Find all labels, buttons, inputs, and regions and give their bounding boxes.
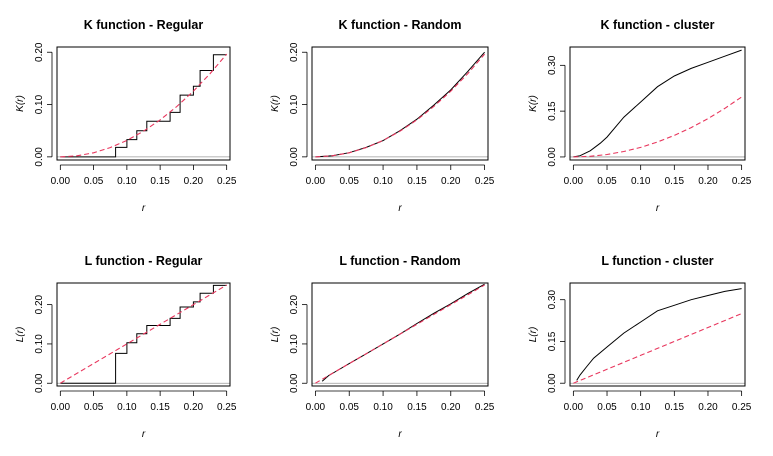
y-axis-label: K(r): [270, 95, 281, 112]
x-tick-label: 0.15: [150, 176, 170, 187]
panel-title: L function - cluster: [601, 254, 713, 268]
x-tick-label: 0.10: [117, 176, 137, 187]
x-tick-label: 0.15: [407, 402, 427, 413]
theoretical-line: [573, 313, 742, 384]
x-tick-label: 0.15: [150, 402, 170, 413]
panel-title: K function - Random: [339, 18, 462, 32]
y-tick-label: 0.00: [547, 147, 558, 167]
y-axis-label: L(r): [528, 327, 539, 343]
y-tick-label: 0.00: [34, 147, 45, 167]
panel-title: K function - Regular: [84, 18, 204, 32]
plot-frame: [569, 46, 746, 161]
x-tick-label: 0.20: [698, 402, 718, 413]
x-tick-label: 0.10: [373, 176, 393, 187]
plot-frame: [56, 46, 231, 161]
panel-3: K function - cluster 0.00 0.05 0.10 0.15 0.20…: [528, 18, 752, 214]
x-tick-label: 0.05: [339, 402, 359, 413]
x-tick-label: 0.10: [631, 176, 651, 187]
x-tick-label: 0.10: [117, 402, 137, 413]
x-tick-label: 0.05: [84, 176, 104, 187]
x-tick-label: 0.10: [373, 402, 393, 413]
y-tick-label: 0.30: [547, 55, 558, 75]
observed-line: [573, 49, 742, 158]
theoretical-line: [315, 284, 485, 384]
y-tick-label: 0.00: [34, 373, 45, 393]
x-tick-label: 0.20: [441, 402, 461, 413]
x-tick-label: 0.25: [475, 176, 495, 187]
x-axis-label: r: [656, 203, 660, 214]
x-tick-label: 0.00: [564, 402, 584, 413]
x-axis-label: r: [142, 429, 146, 440]
x-tick-label: 0.20: [184, 176, 204, 187]
x-tick-label: 0.20: [698, 176, 718, 187]
x-tick-label: 0.25: [475, 402, 495, 413]
x-tick-label: 0.10: [631, 402, 651, 413]
theoretical-line: [60, 53, 228, 158]
y-tick-label: 0.20: [289, 42, 300, 62]
observed-step-line: [60, 54, 227, 158]
x-tick-label: 0.00: [51, 402, 71, 413]
y-tick-label: 0.20: [34, 42, 45, 62]
panel-title: L function - Random: [339, 254, 460, 268]
panel-title: K function - cluster: [601, 18, 715, 32]
y-axis-label: K(r): [528, 95, 539, 112]
x-axis-label: r: [398, 429, 402, 440]
y-axis-label: L(r): [15, 327, 26, 343]
y-tick-label: 0.20: [289, 294, 300, 314]
x-tick-label: 0.25: [732, 402, 752, 413]
theoretical-line: [573, 96, 742, 158]
plot-frame: [311, 46, 489, 161]
x-tick-label: 0.00: [306, 402, 326, 413]
observed-line: [321, 283, 485, 382]
panel-1: K function - Regular 0.00 0.05 0.10 0.15 0.20…: [15, 18, 237, 214]
x-tick-label: 0.05: [84, 402, 104, 413]
y-tick-label: 0.00: [289, 147, 300, 167]
y-tick-label: 0.20: [34, 294, 45, 314]
x-tick-label: 0.00: [306, 176, 326, 187]
panel-title: L function - Regular: [85, 254, 203, 268]
y-axis-label: K(r): [15, 95, 26, 112]
panel-4: L function - Regular 0.00 0.05 0.10 0.15 0.20…: [15, 254, 237, 440]
x-tick-label: 0.05: [339, 176, 359, 187]
y-tick-label: 0.10: [289, 334, 300, 354]
x-tick-label: 0.00: [51, 176, 71, 187]
theoretical-line: [315, 53, 486, 158]
x-tick-label: 0.05: [597, 402, 617, 413]
y-tick-label: 0.00: [289, 373, 300, 393]
y-tick-label: 0.15: [547, 331, 558, 351]
plot-frame: [569, 282, 746, 387]
panel-5: L function - Random 0.00 0.05 0.10 0.15 0.20 0…: [270, 254, 495, 440]
x-tick-label: 0.25: [732, 176, 752, 187]
x-tick-label: 0.20: [441, 176, 461, 187]
x-axis-label: r: [142, 203, 146, 214]
observed-line: [315, 51, 485, 158]
x-tick-label: 0.25: [217, 402, 237, 413]
y-tick-label: 0.15: [547, 101, 558, 121]
observed-line: [576, 288, 742, 381]
plot-frame: [56, 282, 231, 387]
panel-6: L function - cluster 0.00 0.05 0.10 0.15 0.20…: [528, 254, 752, 440]
observed-step-line: [60, 284, 227, 384]
x-axis-label: r: [656, 429, 660, 440]
plot-frame: [311, 282, 489, 387]
theoretical-line: [60, 284, 227, 384]
x-axis-label: r: [398, 203, 402, 214]
y-tick-label: 0.30: [547, 290, 558, 310]
y-axis-label: L(r): [270, 327, 281, 343]
x-tick-label: 0.15: [407, 176, 427, 187]
y-tick-label: 0.10: [34, 334, 45, 354]
x-tick-label: 0.00: [564, 176, 584, 187]
x-tick-label: 0.20: [184, 402, 204, 413]
y-tick-label: 0.10: [289, 94, 300, 114]
x-tick-label: 0.15: [665, 176, 685, 187]
x-tick-label: 0.15: [665, 402, 685, 413]
x-tick-label: 0.25: [217, 176, 237, 187]
y-tick-label: 0.10: [34, 94, 45, 114]
panel-2: K function - Random 0.00 0.05 0.10 0.15 0.20 0…: [270, 18, 495, 214]
x-tick-label: 0.05: [597, 176, 617, 187]
y-tick-label: 0.00: [547, 373, 558, 393]
